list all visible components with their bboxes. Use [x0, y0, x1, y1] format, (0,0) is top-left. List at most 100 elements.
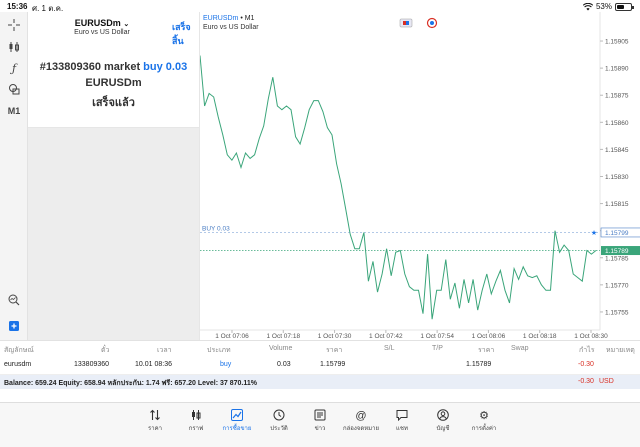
table-header: สัญลักษณ์ ตั๋ว เวลา ประเภท Volume ราคา S…	[0, 341, 640, 355]
trade-icon	[217, 409, 257, 423]
row-type: buy	[220, 361, 232, 368]
battery-fill	[617, 4, 624, 9]
buy-price-label: 1.15799	[605, 230, 629, 237]
x-tick-label: 1 Oct 08:30	[574, 333, 608, 340]
settings-icon: ⚙	[479, 410, 489, 422]
col-type[interactable]: ประเภท	[207, 347, 231, 354]
col-sl[interactable]: S/L	[384, 345, 395, 352]
tab-account[interactable]: บัญชี	[423, 409, 463, 433]
tab-quotes[interactable]: ราคา	[135, 409, 175, 433]
buy-marker-icon: ★	[591, 229, 597, 237]
chart-title: EURUSDm • M1	[203, 15, 254, 22]
order-result-panel: EURUSDm ⌄ Euro vs US Dollar เสร็จสิ้น #1…	[28, 12, 199, 128]
quotes-icon	[135, 409, 175, 423]
col-swap[interactable]: Swap	[511, 345, 529, 352]
y-tick-label: 1.15890	[605, 66, 629, 73]
buy-price-box	[600, 227, 640, 238]
tab-trade[interactable]: การซื้อขาย	[217, 409, 257, 433]
tab-label: ประวัติ	[270, 426, 288, 432]
price-chart[interactable]: 1.15905 1.15890 1.15875 1.15860 1.15845 1.158…	[199, 12, 640, 340]
order-prefix: #133809360 market	[39, 61, 141, 73]
tab-label: การซื้อขาย	[222, 426, 252, 432]
status-bar: 15:36 ศ. 1 ต.ค. 53%	[0, 0, 640, 13]
mailbox-icon: @	[355, 410, 367, 422]
y-tick-label: 1.15830	[605, 174, 629, 181]
order-action: buy 0.03	[143, 61, 188, 73]
col-tp[interactable]: T/P	[432, 345, 443, 352]
col-time[interactable]: เวลา	[157, 347, 172, 354]
crosshair-icon[interactable]	[3, 16, 25, 34]
symbol-selector[interactable]: EURUSDm ⌄	[28, 18, 176, 28]
tab-label: แชท	[396, 426, 408, 432]
col-profit[interactable]: กำไร	[579, 347, 595, 354]
x-tick-label: 1 Oct 08:18	[523, 333, 557, 340]
buy-order-label: BUY 0.03	[202, 225, 230, 232]
y-tick-label: 1.15755	[605, 309, 629, 316]
balance-line: Balance: 659.24 Equity: 658.94 หลักประกั…	[4, 380, 257, 387]
bid-price-box	[601, 246, 640, 256]
order-status: เสร็จแล้ว	[92, 97, 135, 109]
status-time: 15:36	[7, 2, 28, 11]
wifi-icon	[582, 2, 593, 10]
empty-panel-area	[28, 128, 199, 340]
tab-settings[interactable]: ⚙ การตั้งค่า	[464, 409, 504, 433]
row-symbol: eurusdm	[4, 361, 32, 368]
tab-mailbox[interactable]: @ กล่องจดหมาย	[341, 409, 381, 433]
col-volume[interactable]: Volume	[269, 345, 293, 352]
status-date: ศ. 1 ต.ค.	[32, 4, 64, 13]
tab-chart[interactable]: กราฟ	[176, 409, 216, 433]
history-icon	[259, 409, 299, 423]
one-click-trading-icon[interactable]	[399, 18, 413, 28]
x-tick-label: 1 Oct 07:54	[420, 333, 454, 340]
x-tick-label: 1 Oct 07:06	[215, 333, 249, 340]
chart-canvas[interactable]: 1.15905 1.15890 1.15875 1.15860 1.15845 1.158…	[200, 12, 640, 340]
tab-news[interactable]: ข่าว	[300, 409, 340, 433]
tab-label: ราคา	[148, 426, 162, 432]
y-tick-label: 1.15845	[605, 147, 629, 154]
battery-icon	[615, 2, 634, 11]
timeframe-button[interactable]: M1	[7, 106, 21, 116]
y-tick-label: 1.15875	[605, 93, 629, 100]
row-time: 10.01 08:36	[135, 361, 172, 368]
col-current-price[interactable]: ราคา	[478, 347, 495, 354]
tab-label: บัญชี	[436, 426, 450, 432]
trade-levels-icon[interactable]	[426, 17, 438, 29]
col-comment[interactable]: หมายเหตุ	[606, 347, 635, 354]
zoom-icon[interactable]	[3, 291, 25, 309]
chevron-down-icon: ⌄	[123, 21, 130, 28]
tab-chat[interactable]: แชท	[382, 409, 422, 433]
done-button[interactable]: เสร็จสิ้น	[172, 22, 191, 46]
symbol-description: Euro vs US Dollar	[74, 29, 130, 36]
left-toolbar: ƒ M1	[0, 12, 28, 340]
tab-label: ข่าว	[314, 426, 326, 432]
row-ticket: 133809360	[74, 361, 110, 368]
chart-timeframe: • M1	[238, 15, 255, 22]
order-summary: #133809360 market buy 0.03	[28, 61, 199, 73]
y-tick-label: 1.15905	[605, 39, 629, 46]
col-ticket[interactable]: ตั๋ว	[101, 347, 110, 354]
col-symbol[interactable]: สัญลักษณ์	[4, 347, 34, 354]
x-tick-label: 1 Oct 07:30	[318, 333, 352, 340]
objects-icon[interactable]	[3, 80, 25, 98]
table-row[interactable]: eurusdm 133809360 10.01 08:36 buy 0.03 1…	[0, 357, 640, 375]
row-current-price: 1.15789	[466, 361, 492, 368]
total-profit: -0.30	[578, 378, 594, 385]
account-currency: USD	[599, 378, 614, 385]
row-volume: 0.03	[277, 361, 291, 368]
chat-icon	[382, 409, 422, 423]
indicators-icon[interactable]	[3, 38, 25, 56]
status-right: 53%	[582, 2, 634, 11]
bottom-tab-bar: ราคา กราฟ การซื้อขาย ประวัติ ข่าว @ กล่อ…	[0, 402, 640, 447]
x-tick-label: 1 Oct 07:18	[266, 333, 300, 340]
row-profit: -0.30	[578, 361, 594, 368]
col-open-price[interactable]: ราคา	[326, 347, 343, 354]
chart-symbol: EURUSDm	[203, 15, 239, 22]
tab-label: กราฟ	[188, 426, 204, 432]
function-icon[interactable]: ƒ	[11, 61, 17, 75]
bid-price-label: 1.15789	[605, 248, 629, 255]
balance-summary: Balance: 659.24 Equity: 658.94 หลักประกั…	[0, 375, 640, 389]
trade-table: สัญลักษณ์ ตั๋ว เวลา ประเภท Volume ราคา S…	[0, 340, 640, 402]
add-icon[interactable]	[3, 317, 25, 335]
tab-history[interactable]: ประวัติ	[259, 409, 299, 433]
